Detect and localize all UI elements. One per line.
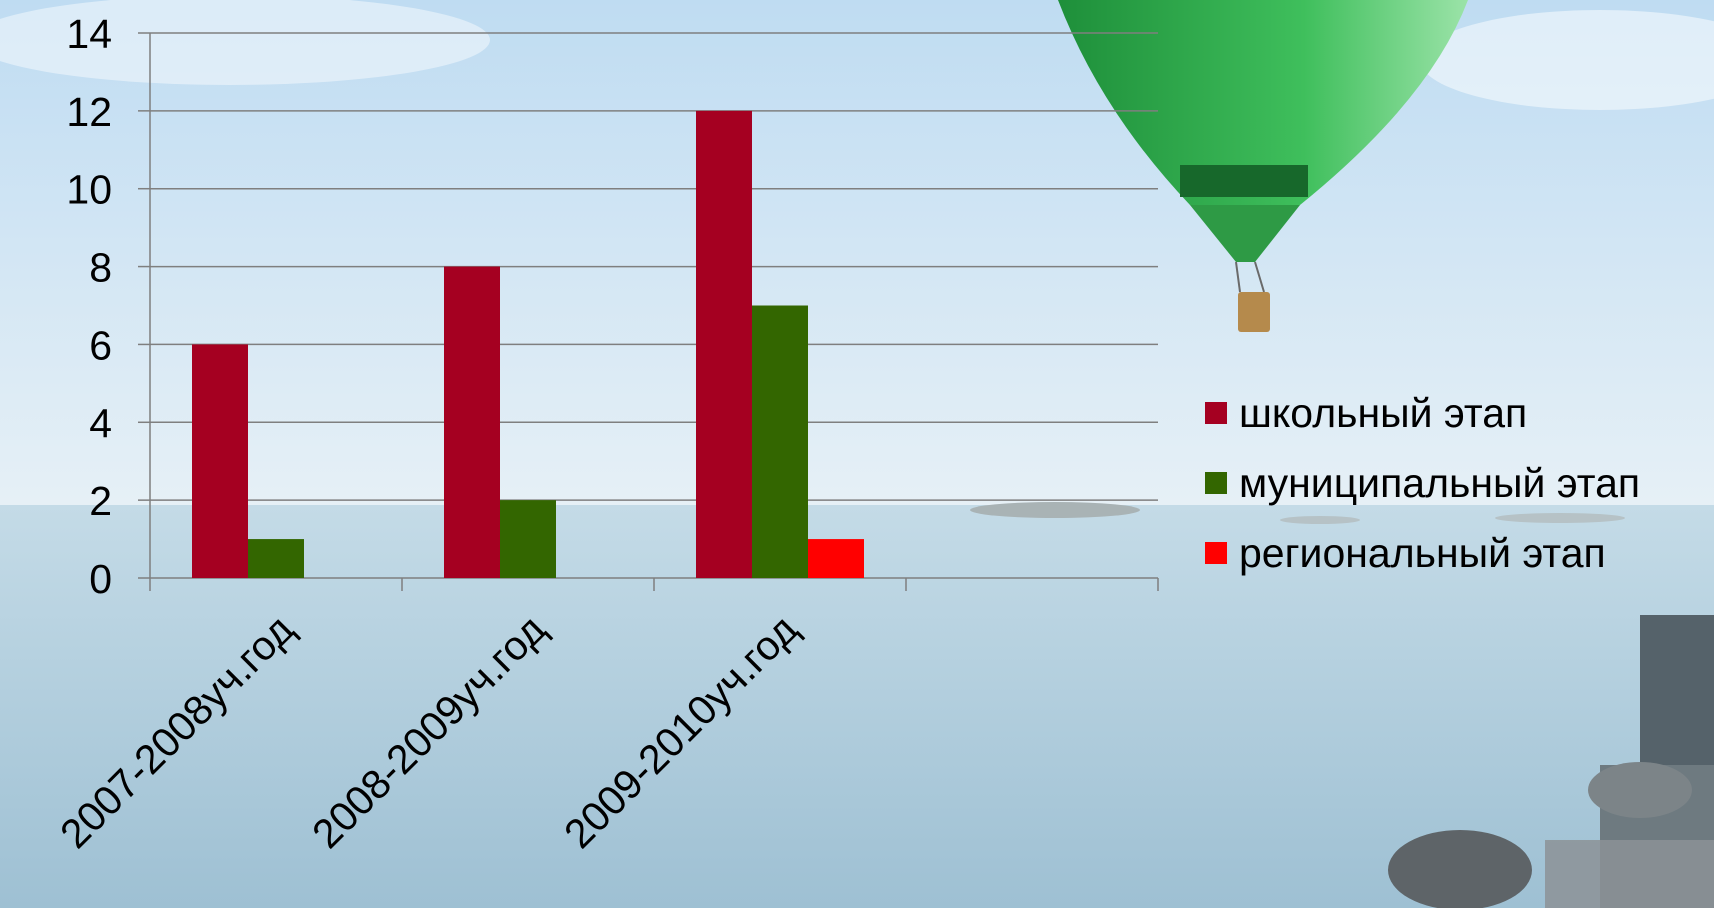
cloud	[0, 0, 490, 85]
y-tick-label: 14	[66, 11, 112, 57]
bar	[696, 110, 752, 578]
y-axis-ticks: 0 2 4 6 8 10 12 14	[66, 11, 150, 602]
y-tick-label: 6	[89, 322, 112, 368]
bar	[752, 305, 808, 578]
sky	[0, 0, 1714, 505]
bar	[500, 500, 556, 578]
pier	[1388, 615, 1714, 908]
legend-item-school: школьный этап	[1205, 378, 1640, 448]
y-tick-label: 12	[66, 89, 112, 135]
legend: школьный этап муниципальный этап региона…	[1205, 378, 1640, 588]
x-axis-ticks: 2007-2008уч.год 2008-2009уч.год 2009-2010у…	[51, 578, 1159, 857]
x-tick-label: 2008-2009уч.год	[303, 606, 554, 857]
legend-swatch-municipal	[1205, 472, 1227, 494]
legend-swatch-regional	[1205, 542, 1227, 564]
bar	[192, 344, 248, 578]
legend-label-school: школьный этап	[1239, 389, 1528, 436]
island	[1280, 516, 1360, 524]
bars	[192, 110, 864, 578]
y-tick-label: 10	[66, 167, 112, 213]
bar	[444, 266, 500, 578]
legend-item-municipal: муниципальный этап	[1205, 448, 1640, 518]
chart-axes	[149, 33, 1158, 579]
legend-item-regional: региональный этап	[1205, 518, 1640, 588]
y-tick-label: 4	[89, 400, 112, 446]
grid-lines	[150, 32, 1158, 501]
y-tick-label: 8	[89, 245, 112, 291]
island	[970, 502, 1140, 518]
balloon	[1058, 0, 1468, 332]
legend-swatch-school	[1205, 402, 1227, 424]
y-tick-label: 2	[89, 478, 112, 524]
bar	[808, 539, 864, 578]
legend-label-regional: региональный этап	[1239, 529, 1606, 576]
y-tick-label: 0	[89, 556, 112, 602]
island	[1495, 513, 1625, 523]
bar	[248, 539, 304, 578]
x-tick-label: 2009-2010уч.год	[555, 606, 806, 857]
legend-label-municipal: муниципальный этап	[1239, 459, 1641, 506]
x-tick-label: 2007-2008уч.год	[51, 606, 302, 857]
cloud	[1420, 10, 1714, 110]
